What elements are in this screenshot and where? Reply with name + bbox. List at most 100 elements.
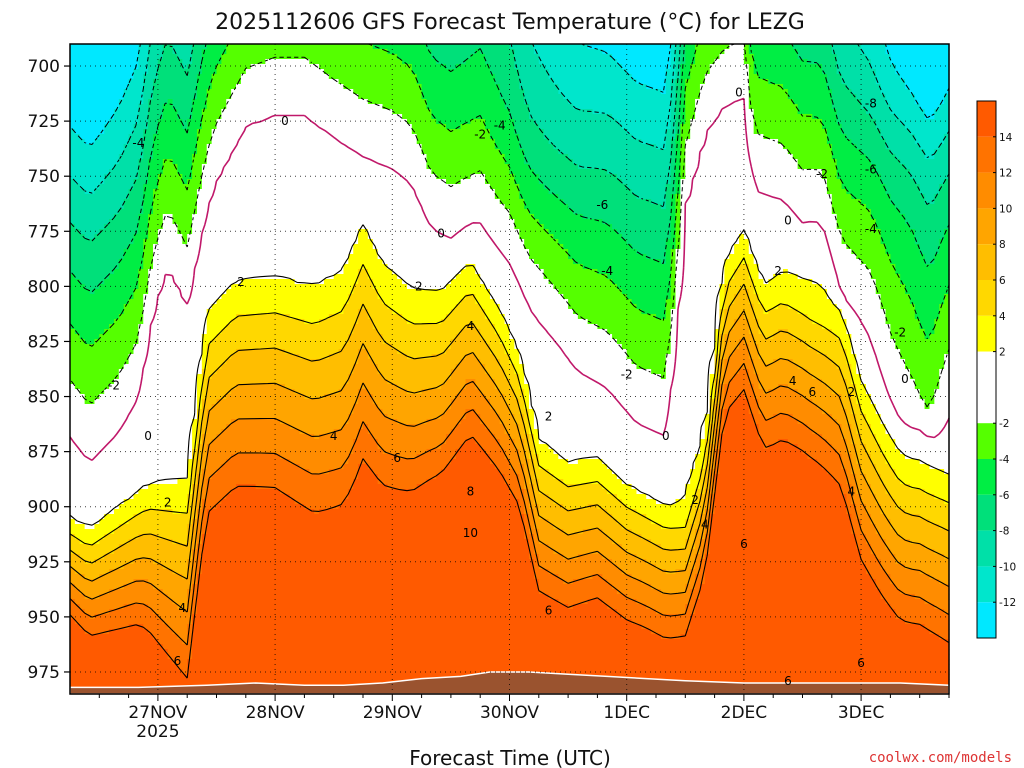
contour-label: 0 — [784, 213, 792, 227]
x-tick-label: 3DEC — [838, 703, 885, 723]
contour-label: -2 — [474, 127, 486, 141]
ground-layer — [69, 671, 950, 695]
contour-label: 6 — [808, 385, 816, 399]
x-tick-label: 29NOV — [363, 703, 422, 723]
contour-label: 2 — [237, 275, 245, 289]
contour-labels: -4-2024602468100-2-2-4426-6-4-20240620-2… — [108, 86, 909, 688]
colorbar-label: 14 — [999, 132, 1013, 144]
contour-label: 10 — [463, 526, 478, 540]
colorbar-band — [977, 459, 996, 495]
contour-label: -4 — [494, 119, 506, 133]
site-credit[interactable]: coolwx.com/models — [869, 750, 1012, 766]
x-tick-label: 30NOV — [480, 703, 539, 723]
x-tick-label: 1DEC — [603, 703, 650, 723]
contour-label: 0 — [437, 227, 445, 241]
contour-label: 8 — [467, 484, 475, 498]
isotherm-0 — [69, 97, 950, 461]
colorbar-label: 4 — [999, 311, 1006, 323]
y-tick-label: 700 — [28, 57, 60, 77]
isotherm-lines — [69, 43, 950, 679]
y-tick-label: 950 — [28, 608, 60, 628]
isotherm--4 — [69, 43, 950, 347]
contour-label: -6 — [596, 198, 608, 212]
contour-label: -2 — [621, 368, 633, 382]
colorbar-label: -10 — [999, 561, 1016, 573]
contour-label: 2 — [847, 385, 855, 399]
contour-label: 4 — [467, 319, 475, 333]
contour-label: 0 — [144, 429, 152, 443]
colorbar-band — [977, 136, 996, 173]
contour-label: -4 — [601, 264, 613, 278]
colorbar-label: 8 — [999, 239, 1006, 251]
contour-label: 2 — [691, 493, 699, 507]
contour-label: 4 — [847, 484, 855, 498]
isotherm-10 — [69, 336, 950, 613]
y-tick-label: 925 — [28, 553, 60, 573]
contour-label: 0 — [735, 86, 743, 100]
temperature-fill — [70, 44, 950, 695]
isotherm--2 — [69, 43, 950, 408]
colorbar-label: 12 — [999, 168, 1012, 180]
isotherm-12 — [69, 362, 950, 646]
y-tick-label: 900 — [28, 498, 60, 518]
colorbar-band — [977, 172, 996, 209]
isotherm--12 — [69, 43, 950, 145]
contour-label: 4 — [330, 429, 338, 443]
grid-lines — [70, 44, 949, 694]
contour-label: -2 — [108, 379, 120, 393]
y-tick-label: 775 — [28, 222, 60, 242]
contour-label: -2 — [411, 279, 423, 293]
y-axis: 700 725 750 775 800 825 850 875 900 925 950 975 — [28, 57, 70, 683]
contour-label: 0 — [901, 372, 909, 386]
contour-label: 6 — [393, 451, 401, 465]
colorbar-band — [977, 351, 996, 424]
colorbar-band — [977, 244, 996, 280]
contour-label: 4 — [789, 374, 797, 388]
colorbar-label: 6 — [999, 275, 1006, 287]
contour-label: -2 — [816, 167, 828, 181]
colorbar-label: -6 — [999, 490, 1010, 502]
colorbar-band — [977, 494, 996, 531]
contour-label: 2 — [164, 495, 172, 509]
colorbar-label: 10 — [999, 203, 1012, 215]
x-axis-label: Forecast Time (UTC) — [409, 746, 611, 768]
y-tick-label: 750 — [28, 167, 60, 187]
colorbar-band — [977, 315, 996, 352]
colorbar-band — [977, 101, 996, 137]
ground-terrain — [69, 671, 950, 695]
contour-label: -6 — [865, 163, 877, 177]
colorbar-band — [977, 280, 996, 316]
y-tick-label: 875 — [28, 443, 60, 463]
colorbar-label: -12 — [999, 597, 1016, 609]
x-tick-label: 27NOV — [128, 703, 187, 723]
colorbar-frame — [976, 100, 997, 639]
isotherm--10 — [69, 43, 950, 194]
contour-label: 6 — [545, 603, 553, 617]
contour-label: 6 — [784, 674, 792, 688]
contour-label: 0 — [281, 114, 289, 128]
contour-label: 6 — [740, 537, 748, 551]
contour-label: 0 — [662, 429, 670, 443]
isotherm--8 — [69, 43, 950, 242]
isotherm-2 — [69, 224, 950, 526]
colorbar-band — [977, 602, 996, 638]
contour-label: -8 — [865, 97, 877, 111]
colorbar-label: 2 — [999, 347, 1006, 359]
contour-label: 6 — [857, 656, 865, 670]
y-tick-label: 850 — [28, 388, 60, 408]
contour-label: 4 — [178, 601, 186, 615]
x-tick-sublabel: 2025 — [136, 722, 179, 742]
colorbar-label: -8 — [999, 526, 1009, 538]
colorbar-band — [977, 208, 996, 245]
colorbar-band — [977, 530, 996, 567]
contour-label: 2 — [545, 409, 553, 423]
y-tick-label: 975 — [28, 663, 60, 683]
chart-title: 2025112606 GFS Forecast Temperature (°C)… — [215, 10, 805, 35]
isotherm--6 — [69, 43, 950, 293]
isotherm-6 — [69, 283, 950, 564]
contour-label: 6 — [174, 654, 182, 668]
y-tick-label: 800 — [28, 277, 60, 297]
x-tick-label: 28NOV — [246, 703, 305, 723]
isotherm-8 — [69, 310, 950, 582]
